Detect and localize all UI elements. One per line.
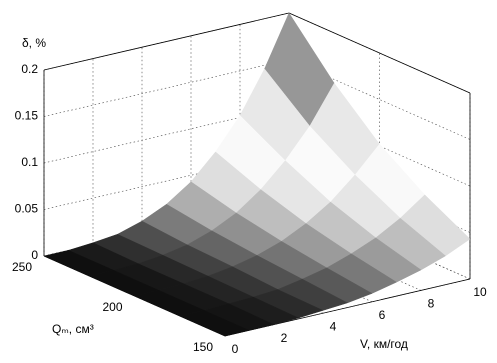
z-axis-label: δ, % <box>22 36 46 50</box>
z-tick-label: 0.05 <box>15 202 39 216</box>
x-tick-label: 8 <box>428 297 435 311</box>
z-tick-label: 0.1 <box>21 155 38 169</box>
x-tick-label: 0 <box>232 342 239 356</box>
z-tick-label: 0.2 <box>21 62 38 76</box>
x-tick-label: 10 <box>473 285 487 299</box>
y-tick-label: 250 <box>12 260 32 274</box>
x-tick-label: 4 <box>330 319 337 333</box>
y-tick-label: 150 <box>193 340 213 354</box>
z-tick-label: 0.15 <box>15 109 39 123</box>
y-tick-label: 200 <box>102 300 122 314</box>
axis-edge <box>43 12 290 71</box>
x-tick-label: 2 <box>281 331 288 345</box>
surface-patch <box>178 310 251 337</box>
x-tick-label: 6 <box>379 308 386 322</box>
axis-edge <box>288 12 471 94</box>
z-tick-label: 0 <box>31 248 38 262</box>
x-axis-label: V, км/год <box>360 337 408 351</box>
y-axis-label: Qₘ, см³ <box>52 322 94 336</box>
